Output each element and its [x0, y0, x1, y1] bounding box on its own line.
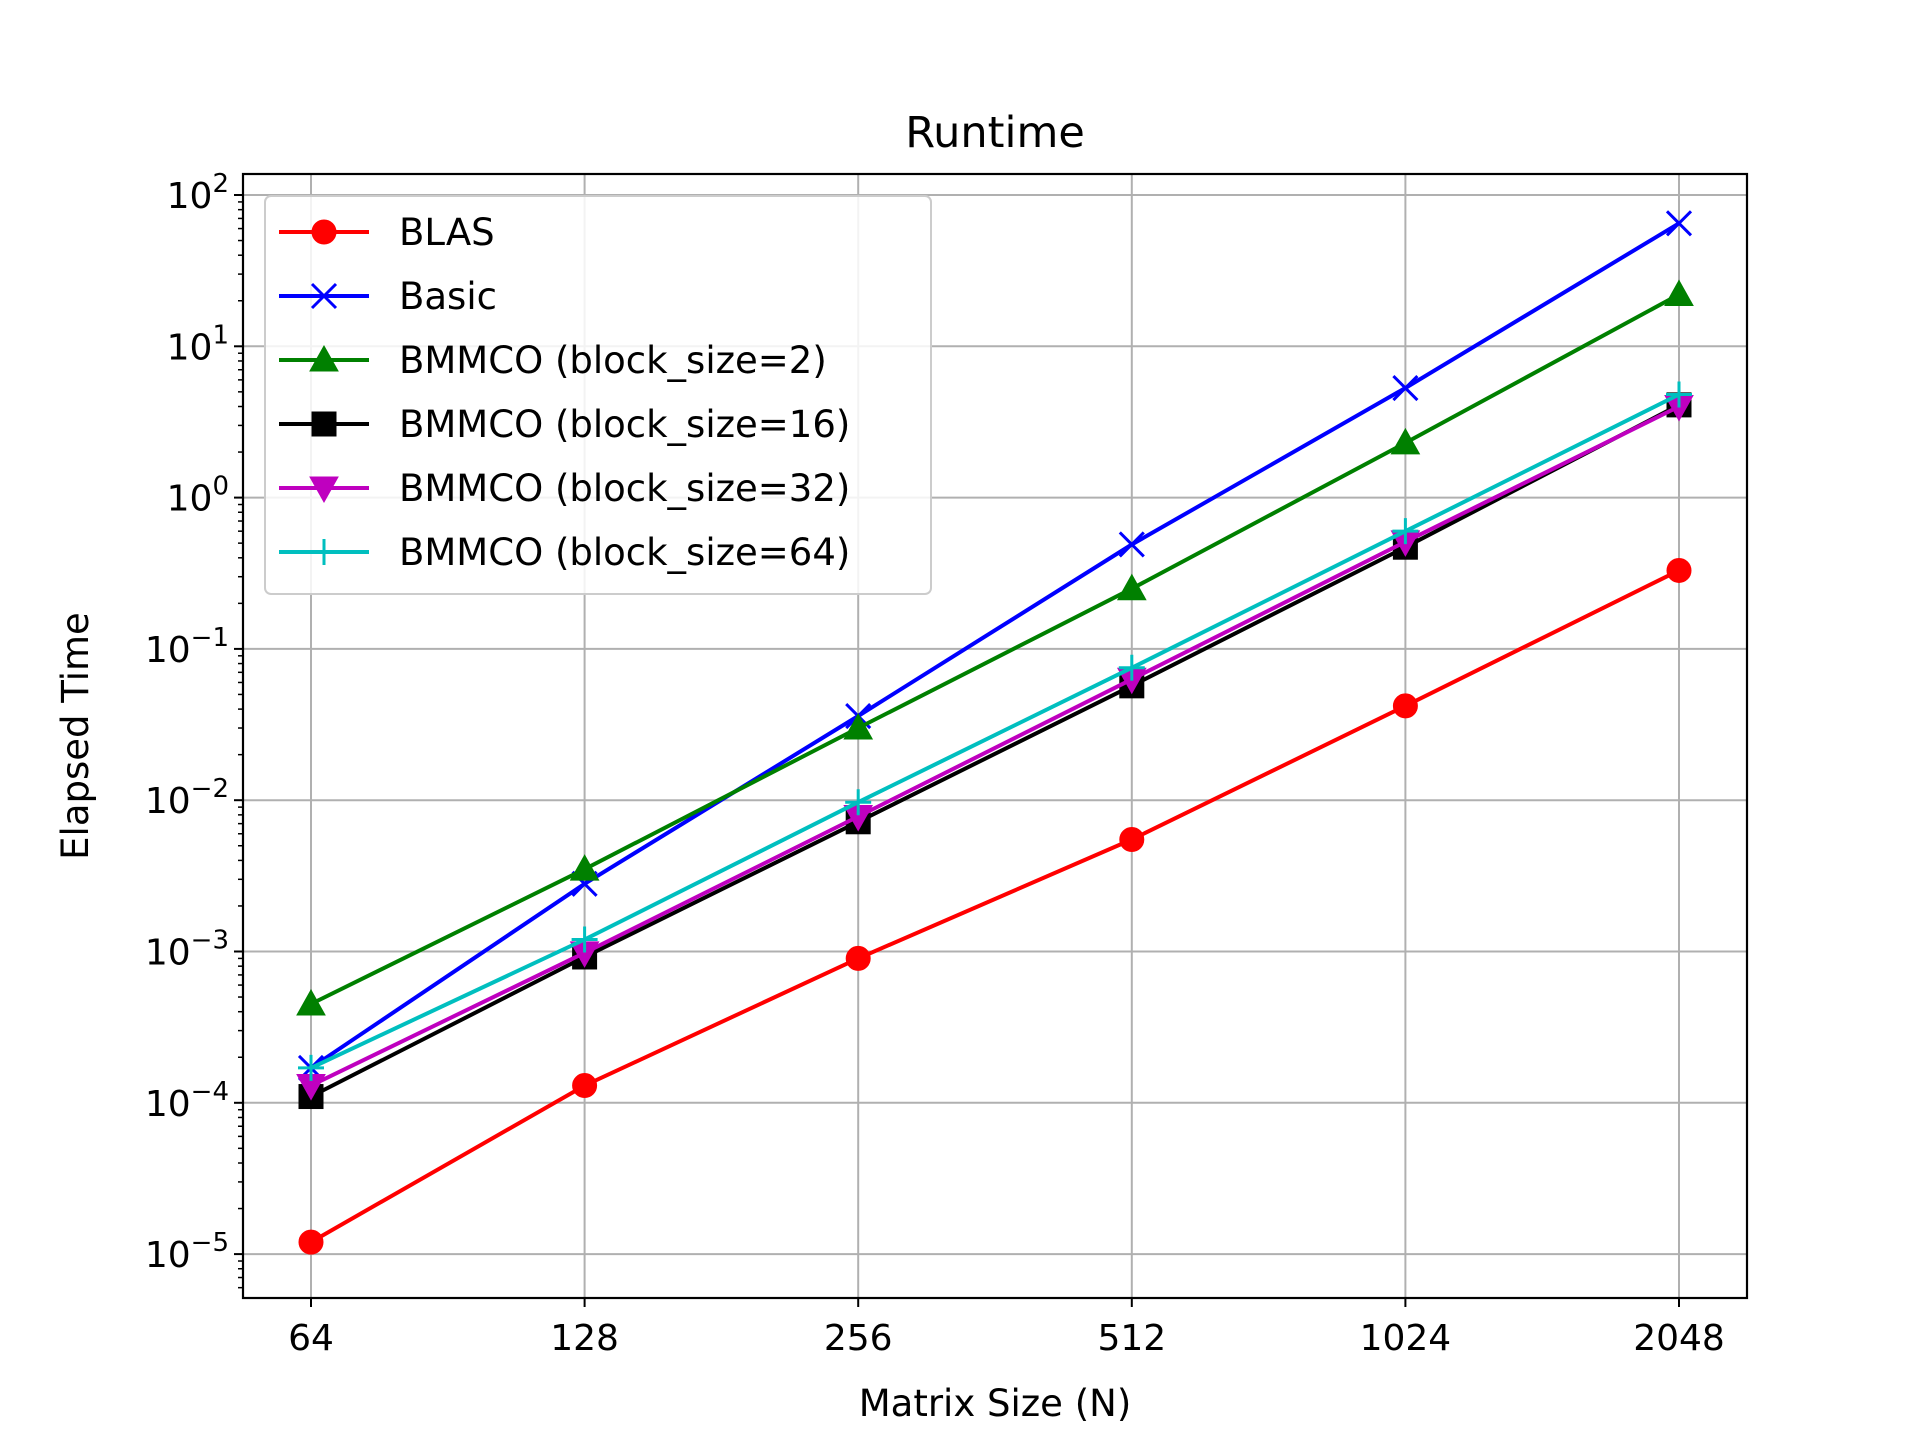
legend: BLAS Basic BMMCO (block_size=2) BMMCO (bloc…: [264, 195, 932, 595]
marker-triangle-down: [309, 476, 339, 504]
marker-circle: [845, 945, 871, 971]
plot-frame: [241, 172, 1749, 1300]
legend-label: BLAS: [399, 211, 495, 254]
series-bmmco-block-size-64: [298, 381, 1692, 1081]
marker-plus: [298, 1054, 324, 1081]
marker-plus: [1666, 381, 1692, 408]
marker-square: [298, 1084, 324, 1110]
marker-triangle-up: [1664, 279, 1694, 306]
y-tick-label: 100: [167, 472, 229, 520]
y-tick-label: 10−4: [145, 1077, 229, 1125]
x-axis-ticks: 64 128 256 512 1024 2048: [288, 1298, 1725, 1359]
marker-circle: [1119, 826, 1145, 852]
marker-circle: [1666, 557, 1692, 583]
legend-entry: BMMCO (block_size=32): [279, 467, 850, 510]
marker-x: [310, 282, 338, 310]
marker-triangle-up: [569, 854, 600, 881]
marker-x: [1118, 531, 1145, 558]
series-line: [310, 404, 1680, 1088]
series-line: [310, 568, 1680, 1244]
marker-circle: [572, 1073, 598, 1099]
marker-plus: [845, 789, 872, 816]
legend-box: [264, 195, 932, 595]
y-tick-label: 10−1: [145, 623, 229, 671]
x-tick-label: 1024: [1360, 1318, 1452, 1359]
legend-label: BMMCO (block_size=32): [399, 467, 850, 510]
marker-plus: [311, 539, 337, 565]
marker-x: [1665, 210, 1693, 237]
x-tick-label: 512: [1097, 1318, 1166, 1359]
chart-title: Runtime: [905, 108, 1085, 158]
marker-triangle-up: [1116, 573, 1147, 601]
marker-plus: [571, 926, 598, 953]
marker-x: [1392, 374, 1419, 402]
marker-triangle-up: [296, 988, 326, 1016]
marker-square: [311, 411, 337, 437]
marker-circle: [298, 1229, 324, 1255]
marker-triangle-up: [309, 344, 339, 372]
y-tick-label: 101: [167, 320, 229, 368]
x-tick-label: 64: [288, 1318, 334, 1359]
x-tick-label: 2048: [1633, 1318, 1725, 1359]
legend-label: BMMCO (block_size=2): [399, 339, 827, 382]
series-line: [310, 292, 1680, 1006]
legend-entry: BLAS: [279, 211, 495, 254]
x-axis-label: Matrix Size (N): [859, 1382, 1132, 1425]
marker-plus: [1118, 654, 1145, 681]
y-tick-label: 10−2: [145, 774, 229, 822]
series-blas: [298, 557, 1692, 1255]
y-tick-label: 102: [167, 169, 229, 217]
legend-label: Basic: [399, 275, 497, 318]
legend-entry: BMMCO (block_size=64): [279, 531, 850, 574]
marker-plus: [1392, 518, 1419, 545]
marker-circle: [311, 219, 337, 245]
x-tick-label: 128: [550, 1318, 619, 1359]
marker-triangle-up: [843, 712, 874, 740]
series-bmmco-block-size-2: [296, 279, 1694, 1016]
y-axis-ticks: 10−5 10−4 10−3 10−2 10−1 100 101 102: [145, 169, 243, 1276]
legend-entry: Basic: [279, 275, 497, 318]
legend-label: BMMCO (block_size=16): [399, 403, 850, 446]
legend-entry: BMMCO (block_size=2): [279, 339, 827, 382]
marker-circle: [1392, 693, 1418, 719]
y-tick-label: 10−3: [145, 926, 229, 974]
x-tick-label: 256: [824, 1318, 893, 1359]
series-line: [310, 403, 1680, 1099]
series-line: [309, 221, 1681, 1070]
legend-entry: BMMCO (block_size=16): [279, 403, 850, 446]
marker-triangle-up: [1390, 427, 1421, 455]
series-line: [310, 392, 1680, 1070]
legend-label: BMMCO (block_size=64): [399, 531, 850, 574]
y-axis-label: Elapsed Time: [54, 612, 97, 860]
y-tick-label: 10−5: [145, 1228, 229, 1276]
data-series: [296, 210, 1694, 1255]
